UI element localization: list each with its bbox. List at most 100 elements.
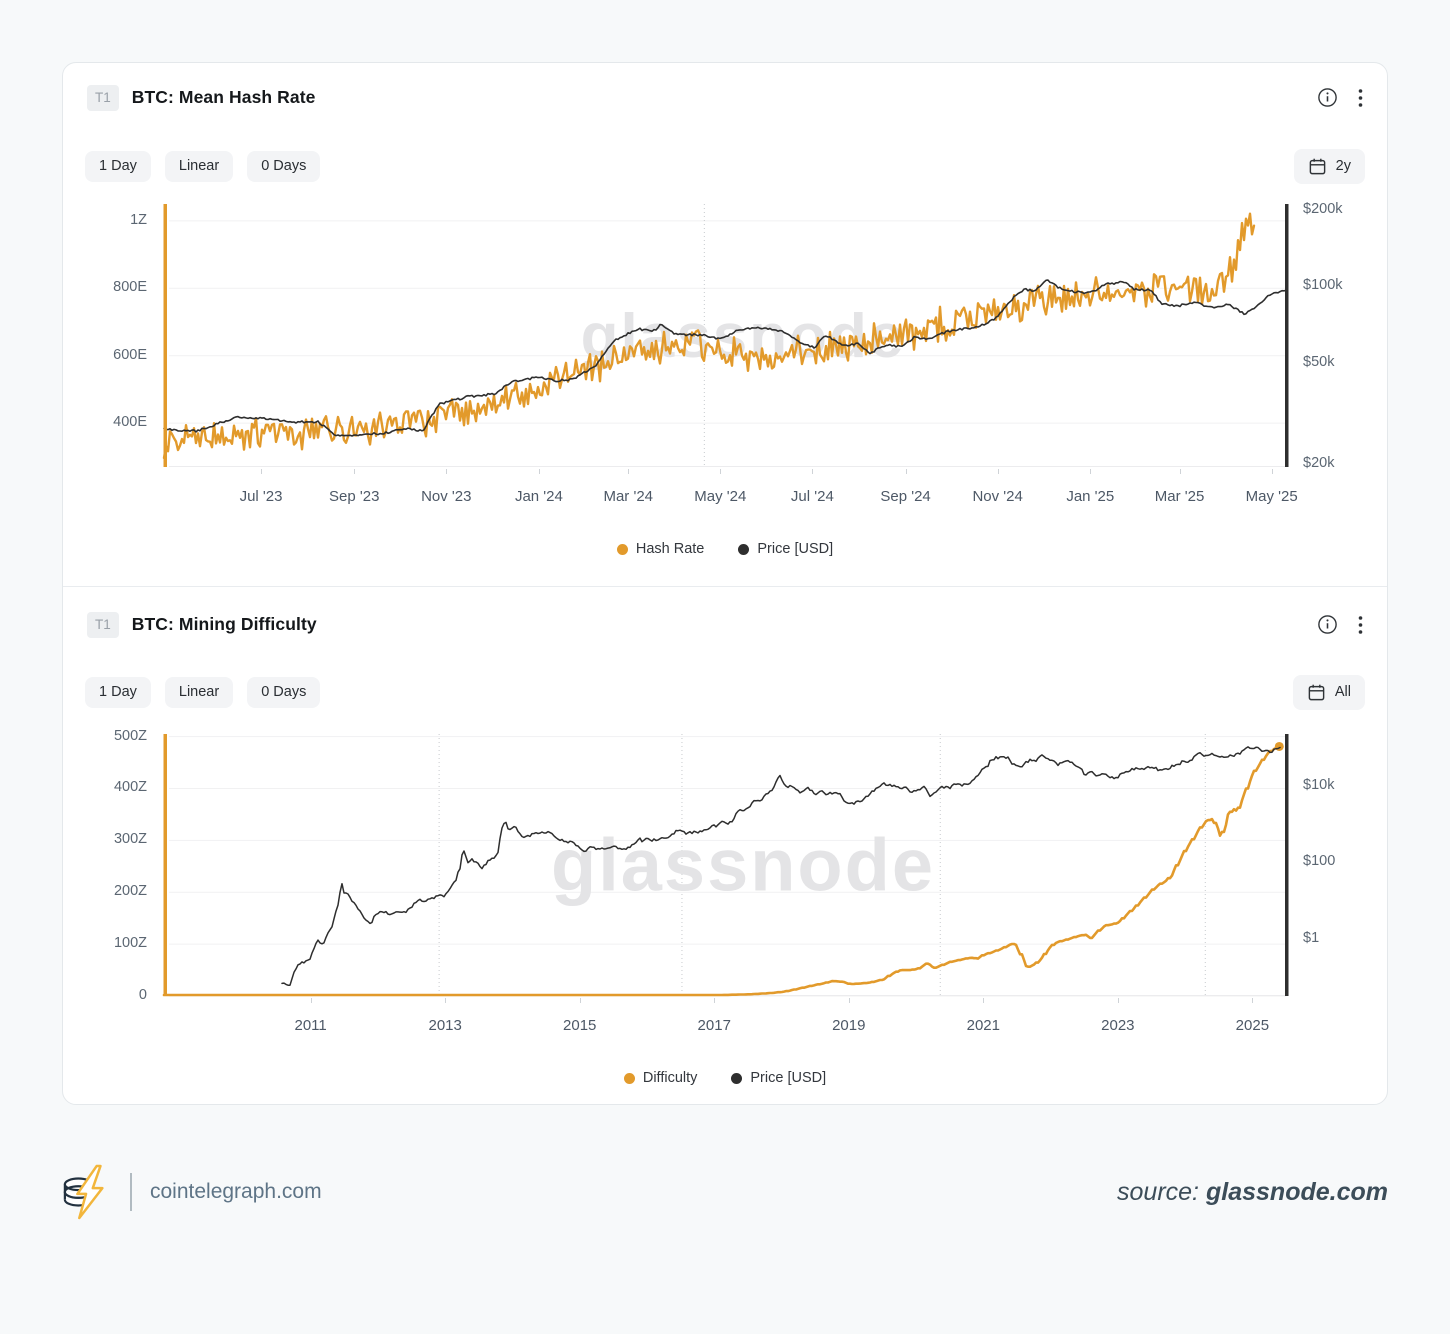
difficulty-chart-area: glassnode 500Z 400Z 300Z 200Z 100Z 0 $10k $100 $1… — [63, 728, 1387, 1046]
right-axis-tick-label: $50k — [1303, 354, 1335, 370]
chart-title: BTC: Mining Difficulty — [131, 614, 317, 635]
info-button[interactable] — [1315, 85, 1340, 110]
more-menu-button[interactable] — [1356, 86, 1365, 110]
x-axis-tick-label: Jan '24 — [514, 488, 563, 505]
left-axis-tick-label: 500Z — [113, 727, 147, 744]
left-axis-line — [163, 204, 167, 467]
price-usd-line — [163, 279, 1287, 437]
source-site-text: glassnode.com — [1206, 1177, 1388, 1206]
difficulty-end-marker — [1274, 741, 1284, 751]
hash-rate-section: T1 BTC: Mean Hash Rate 1 Day Linear 0 Da… — [63, 63, 1387, 586]
x-axis-tick-mark — [1271, 469, 1273, 474]
footer-divider — [130, 1173, 132, 1211]
right-axis-tick-label: $100k — [1303, 277, 1343, 294]
x-axis-tick-label: Jul '24 — [790, 488, 834, 505]
x-axis-tick-mark — [446, 469, 448, 474]
x-axis-tick-mark — [812, 469, 814, 474]
left-axis-line — [163, 734, 167, 996]
date-range-label: All — [1334, 684, 1351, 701]
x-axis-tick-label: 2025 — [1235, 1017, 1270, 1034]
kebab-menu-icon — [1358, 88, 1363, 107]
price-usd-line — [281, 746, 1281, 986]
cointelegraph-brand: cointelegraph.com — [62, 1162, 322, 1222]
legend-item-price-usd[interactable]: Price [USD] — [738, 541, 833, 557]
left-axis-tick-label: 200Z — [113, 883, 147, 900]
offset-button[interactable]: 0 Days — [247, 677, 321, 708]
x-axis-tick-label: Nov '24 — [972, 488, 1023, 505]
difficulty-section: T1 BTC: Mining Difficulty 1 Day Linear 0… — [63, 587, 1387, 1105]
legend-item-price-usd[interactable]: Price [USD] — [731, 1070, 826, 1086]
hash-rate-line — [162, 212, 1256, 460]
calendar-icon — [1308, 684, 1325, 701]
glassnode-watermark: glassnode — [551, 824, 935, 907]
x-axis-tick-mark — [445, 998, 447, 1003]
info-button[interactable] — [1315, 612, 1340, 637]
left-axis-tick-label: 300Z — [113, 831, 147, 848]
x-axis-tick-mark — [983, 998, 985, 1003]
x-axis-tick-mark — [538, 469, 540, 474]
hash-rate-plot[interactable]: glassnode — [162, 204, 1289, 467]
left-axis-tick-label: 1Z — [130, 211, 147, 228]
x-axis-tick-label: Jan '25 — [1066, 488, 1115, 505]
scale-button[interactable]: Linear — [164, 151, 234, 182]
legend-item-difficulty[interactable]: Difficulty — [623, 1070, 697, 1086]
x-axis-tick-label: Sep '23 — [329, 488, 380, 505]
interval-button[interactable]: 1 Day — [85, 151, 151, 182]
x-axis-tick-mark — [1090, 469, 1092, 474]
footer-site-text: cointelegraph.com — [150, 1180, 322, 1203]
legend-label: Price [USD] — [757, 541, 834, 557]
x-axis-tick-label: Sep '24 — [880, 488, 931, 505]
x-axis-tick-label: Mar '24 — [603, 488, 654, 505]
legend-label: Price [USD] — [750, 1070, 827, 1086]
tier-badge: T1 — [87, 612, 119, 638]
right-axis-tick-label: $1 — [1303, 929, 1320, 946]
legend-dot — [616, 543, 628, 555]
info-icon — [1318, 88, 1337, 108]
interval-button[interactable]: 1 Day — [85, 677, 151, 708]
charts-card: T1 BTC: Mean Hash Rate 1 Day Linear 0 Da… — [62, 62, 1388, 1105]
right-axis-tick-label: $20k — [1303, 455, 1335, 472]
source-attribution: source: glassnode.com — [1117, 1178, 1388, 1207]
tier-badge: T1 — [87, 85, 119, 111]
legend-dot — [623, 1072, 635, 1084]
x-axis-tick-label: 2017 — [697, 1017, 731, 1034]
more-menu-button[interactable] — [1356, 613, 1365, 637]
legend-dot — [731, 1072, 743, 1084]
x-axis-tick-mark — [628, 469, 630, 474]
date-range-button[interactable]: 2y — [1293, 149, 1365, 184]
left-axis-tick-label: 800E — [113, 279, 147, 296]
x-axis-tick-mark — [714, 998, 716, 1003]
x-axis-tick-label: Nov '23 — [421, 488, 472, 505]
date-range-button[interactable]: All — [1292, 675, 1365, 710]
legend-item-hash-rate[interactable]: Hash Rate — [616, 541, 704, 557]
x-axis-tick-label: 2011 — [294, 1017, 327, 1034]
legend-dot — [738, 543, 750, 555]
x-axis-tick-mark — [579, 998, 581, 1003]
kebab-menu-icon — [1358, 615, 1363, 634]
left-axis-tick-label: 600E — [113, 346, 147, 363]
x-axis-tick-mark — [905, 469, 907, 474]
chart-title: BTC: Mean Hash Rate — [131, 87, 316, 108]
left-axis-tick-label: 400E — [113, 414, 147, 431]
difficulty-plot[interactable]: glassnode — [162, 734, 1289, 997]
x-axis-tick-mark — [261, 469, 263, 474]
left-axis-tick-label: 100Z — [113, 935, 147, 952]
cointelegraph-logo — [63, 1164, 104, 1220]
section-divider — [63, 586, 1387, 587]
calendar-icon — [1309, 158, 1326, 175]
chart-controls: 1 Day Linear 0 Days 2y — [85, 149, 1365, 184]
x-axis-tick-label: May '24 — [694, 488, 747, 505]
date-range-label: 2y — [1335, 158, 1351, 175]
x-axis-tick-mark — [1117, 998, 1119, 1003]
x-axis-tick-label: May '25 — [1245, 488, 1298, 505]
offset-button[interactable]: 0 Days — [247, 151, 321, 182]
x-axis-tick-label: 2013 — [428, 1017, 462, 1034]
x-axis-tick-mark — [848, 998, 850, 1003]
x-axis-tick-mark — [1252, 998, 1254, 1003]
right-axis-tick-label: $10k — [1303, 777, 1335, 794]
chart-header: T1 BTC: Mining Difficulty — [87, 612, 1365, 638]
scale-button[interactable]: Linear — [164, 677, 234, 708]
x-axis-tick-mark — [1179, 469, 1181, 474]
right-axis-line — [1285, 204, 1289, 467]
x-axis-tick-label: 2019 — [832, 1017, 866, 1034]
